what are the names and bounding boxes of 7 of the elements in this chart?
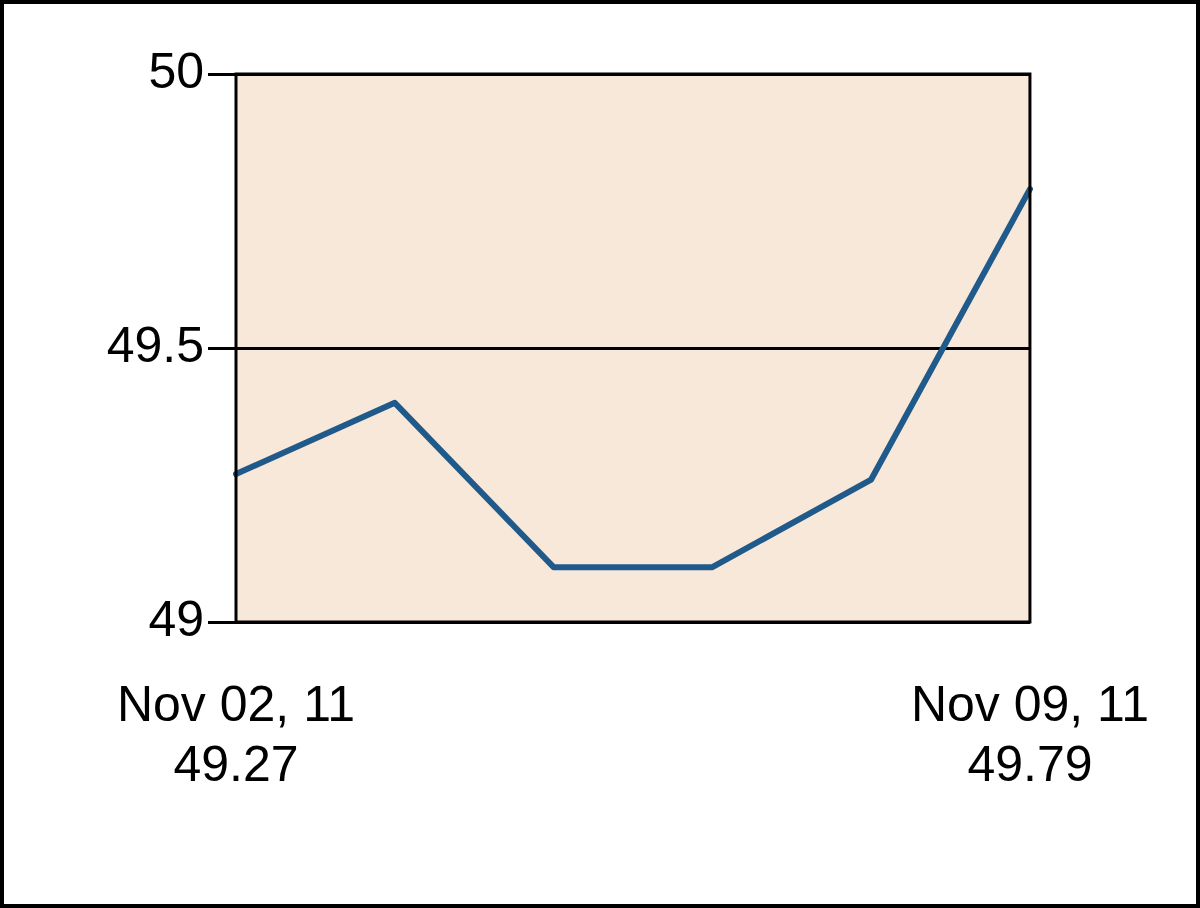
x-tick-label: Nov 02, 11 [116,675,356,732]
y-tick-label: 49.5 [106,316,204,373]
data-label: 49.79 [967,735,1093,792]
x-tick-label: Nov 09, 11 [910,675,1150,732]
y-tick-label: 49 [148,590,204,647]
y-tick-label: 50 [148,42,204,99]
data-label: 49.27 [173,735,299,792]
